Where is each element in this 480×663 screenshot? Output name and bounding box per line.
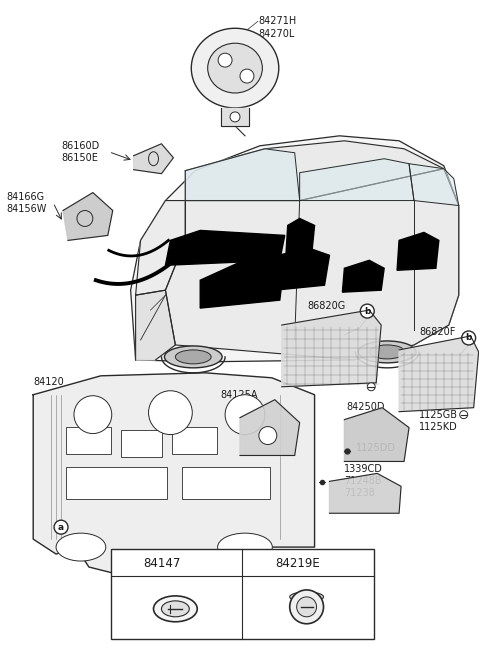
Text: 84250D: 84250D [347,402,385,412]
Polygon shape [409,164,459,206]
Polygon shape [329,473,401,513]
Text: b: b [364,306,371,316]
Text: b: b [466,333,472,343]
Polygon shape [33,373,314,577]
Text: 84271H: 84271H [258,17,296,27]
Text: 84270L: 84270L [258,29,294,39]
Polygon shape [221,108,249,126]
Text: 84156W: 84156W [6,204,47,213]
Ellipse shape [165,346,222,368]
Circle shape [122,556,136,570]
Polygon shape [300,158,414,200]
Polygon shape [397,233,439,271]
Polygon shape [185,149,300,200]
Ellipse shape [290,592,324,602]
Text: 1125DD: 1125DD [356,442,396,453]
Text: 84219E: 84219E [275,556,320,570]
Bar [172,426,217,454]
Text: 84147: 84147 [144,556,181,570]
Polygon shape [136,290,175,360]
Polygon shape [344,408,409,461]
Circle shape [367,383,375,391]
Circle shape [259,426,277,444]
Polygon shape [133,144,173,174]
Circle shape [230,112,240,122]
Polygon shape [63,192,113,241]
Ellipse shape [369,345,405,359]
Ellipse shape [358,341,416,363]
Text: 86160D: 86160D [61,141,99,151]
Circle shape [74,396,112,434]
Text: 71238: 71238 [344,489,375,499]
Text: 1339CD: 1339CD [344,464,383,475]
Text: a: a [58,522,64,532]
Text: a: a [126,558,132,568]
Polygon shape [286,219,314,259]
Polygon shape [166,231,285,265]
Bar [182,467,270,499]
Polygon shape [136,200,185,295]
Ellipse shape [161,601,189,617]
Text: b: b [257,558,263,568]
Text: 86150E: 86150E [61,152,98,162]
Polygon shape [240,400,300,455]
Bar [66,426,111,454]
Polygon shape [200,255,285,308]
Circle shape [460,410,468,418]
Circle shape [290,590,324,624]
Text: 71248B: 71248B [344,477,382,487]
Ellipse shape [154,596,197,622]
Bar [66,467,168,499]
Polygon shape [282,310,381,387]
Ellipse shape [217,533,272,561]
Polygon shape [399,336,479,412]
Text: 1125GB: 1125GB [419,410,458,420]
Circle shape [462,331,476,345]
Text: 84166G: 84166G [6,192,45,202]
Bar [120,430,162,457]
Ellipse shape [56,533,106,561]
Circle shape [225,394,265,434]
Polygon shape [342,261,384,292]
Text: 84125A: 84125A [220,390,258,400]
Circle shape [54,520,68,534]
Circle shape [360,304,374,318]
Polygon shape [131,136,459,362]
Circle shape [297,597,316,617]
Text: 86820G: 86820G [308,301,346,311]
Ellipse shape [192,29,279,108]
Polygon shape [185,141,444,200]
Circle shape [218,53,232,67]
Circle shape [253,556,267,570]
Text: 1125KD: 1125KD [419,422,458,432]
Polygon shape [166,168,459,360]
Text: 86820F: 86820F [419,327,456,337]
Polygon shape [275,249,329,290]
Circle shape [240,69,254,83]
Circle shape [148,391,192,434]
Ellipse shape [208,43,263,93]
Ellipse shape [175,350,211,364]
Bar [111,549,374,638]
Text: 84120: 84120 [33,377,64,387]
